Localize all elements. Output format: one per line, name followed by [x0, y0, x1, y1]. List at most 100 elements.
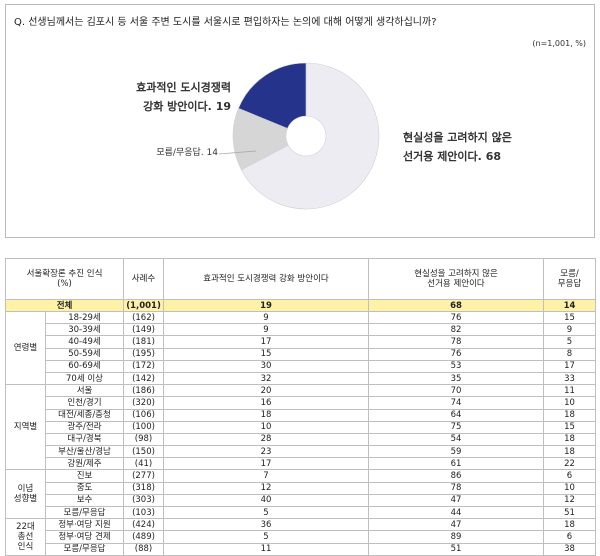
cell: 18: [543, 432, 597, 447]
table-row: 광주/전라 (100) 10 75 15: [6, 420, 597, 434]
cell: 11: [163, 542, 370, 556]
cell: (195): [123, 347, 165, 361]
group-text: 이념: [17, 484, 34, 495]
cell: 10: [543, 396, 597, 410]
cell: (106): [123, 408, 165, 422]
table-row: 연령별 18-29세 (162) 9 76 15: [5, 310, 597, 386]
cell: (303): [123, 493, 165, 508]
cell: (172): [123, 359, 165, 373]
cell: 부산/울산/경남: [44, 445, 125, 459]
leader-line: [218, 150, 257, 155]
cell: (489): [123, 530, 165, 544]
cell: (88): [123, 542, 165, 556]
cell: 10: [543, 481, 597, 495]
cell: 30: [163, 359, 370, 373]
header-cell: 사례수: [123, 258, 165, 300]
group-text: 22대: [16, 521, 35, 532]
cell: 78: [368, 335, 545, 349]
cell: 대전/세종/충청: [44, 408, 125, 422]
header-text: 사례수: [131, 274, 156, 284]
header-cell: 모름/무응답: [543, 258, 597, 300]
header-text: 효과적인 도시경쟁력 강화 방안이다: [203, 274, 329, 284]
slice-label: 효과적인 도시경쟁력 강화 방안이다. 19: [136, 80, 231, 113]
cell: 54: [368, 432, 545, 447]
slice-label: 현실성을 고려하지 않은 선거용 제안이다. 68: [403, 130, 512, 163]
donut-slice: [238, 62, 307, 129]
group-label: 지역별: [5, 384, 46, 471]
cell: 11: [543, 384, 597, 398]
table-row: 22대 총선 인식 정부·여당 지원 (424) 36 47 18: [5, 518, 597, 556]
cell: (41): [123, 457, 165, 471]
table-row: 중도 (318) 12 78 10: [6, 481, 597, 495]
table-row: 보수 (303) 40 47 12: [6, 493, 597, 508]
cell: 5: [163, 505, 370, 520]
cell: 28: [163, 432, 370, 447]
table-row: 지역별 서울 (186) 20 70 11: [5, 384, 597, 471]
cell: 6: [543, 469, 597, 483]
cell: 중도: [44, 481, 125, 495]
cell: 20: [163, 384, 370, 398]
cell: 17: [543, 359, 597, 373]
cell: 17: [163, 335, 370, 349]
cell: 78: [368, 481, 545, 495]
cell: 15: [543, 420, 597, 434]
cell: 정부·여당 견제: [44, 530, 125, 544]
cell: 82: [368, 323, 545, 337]
cell: (142): [123, 371, 165, 386]
cell: 18: [543, 518, 597, 532]
cell: 15: [163, 347, 370, 361]
table-row: 대구/경북 (98) 28 54 18: [6, 432, 597, 447]
group-label: 연령별: [5, 310, 46, 386]
group-text: 연령별: [13, 343, 38, 354]
cell: 모름/무응답: [44, 505, 125, 520]
cell: 10: [163, 420, 370, 434]
cell: 53: [368, 359, 545, 373]
table-row: 부산/울산/경남 (150) 23 59 18: [6, 445, 597, 459]
header-text: 서울확장론 추진 인식: [26, 269, 103, 279]
cell: 33: [543, 371, 597, 386]
cell: 진보: [44, 469, 125, 483]
cell: 38: [543, 542, 597, 556]
cell: 75: [368, 420, 545, 434]
label-line: 모름/무응답.: [156, 146, 203, 158]
donut-chart: 현실성을 고려하지 않은 선거용 제안이다. 68 모름/무응답. 14 효과적인 도…: [136, 62, 512, 210]
cell: 5: [543, 335, 597, 349]
question: Q. 선생님께서는 김포시 등 서울 주변 도시를 서울시로 편입하자는 논의에…: [14, 17, 437, 28]
table-row: 대전/세종/충청 (106) 18 64 18: [6, 408, 597, 422]
cell: 44: [368, 505, 545, 520]
cell: 76: [368, 347, 545, 361]
cell: 14: [543, 299, 597, 312]
cell: 18-29세: [44, 310, 125, 325]
header-text: 선거용 제안이다: [427, 279, 485, 289]
header-cell: 현실성을 고려하지 않은 선거용 제안이다: [368, 258, 545, 300]
cell: 40: [163, 493, 370, 508]
slice-value: 19: [216, 100, 231, 113]
slice-value: 14: [207, 148, 219, 158]
cell: 51: [543, 505, 597, 520]
cell: 68: [368, 299, 545, 312]
header-cell: 효과적인 도시경쟁력 강화 방안이다: [163, 258, 370, 300]
cell: 16: [163, 396, 370, 410]
cell: 9: [163, 323, 370, 337]
cell: 대구/경북: [44, 432, 125, 447]
group-label: 22대 총선 인식: [5, 518, 46, 556]
cell: 70세 이상: [44, 371, 125, 386]
cell: 22: [543, 457, 597, 471]
cell: 9: [543, 323, 597, 337]
cell: (181): [123, 335, 165, 349]
table-row: 40-49세 (181) 17 78 5: [6, 335, 597, 349]
cell: 89: [368, 530, 545, 544]
header-text: (%): [57, 279, 72, 289]
cell: 인천/경기: [44, 396, 125, 410]
slice-value: 68: [486, 150, 501, 163]
cell: 47: [368, 493, 545, 508]
label-line: 강화 방안이다.: [143, 99, 212, 113]
cell: (98): [123, 432, 165, 447]
cell: 50-59세: [44, 347, 125, 361]
cell: 76: [368, 310, 545, 325]
table-row: 30-39세 (149) 9 82 9: [6, 323, 597, 337]
cell: 36: [163, 518, 370, 532]
cell: 23: [163, 445, 370, 459]
cell: 59: [368, 445, 545, 459]
